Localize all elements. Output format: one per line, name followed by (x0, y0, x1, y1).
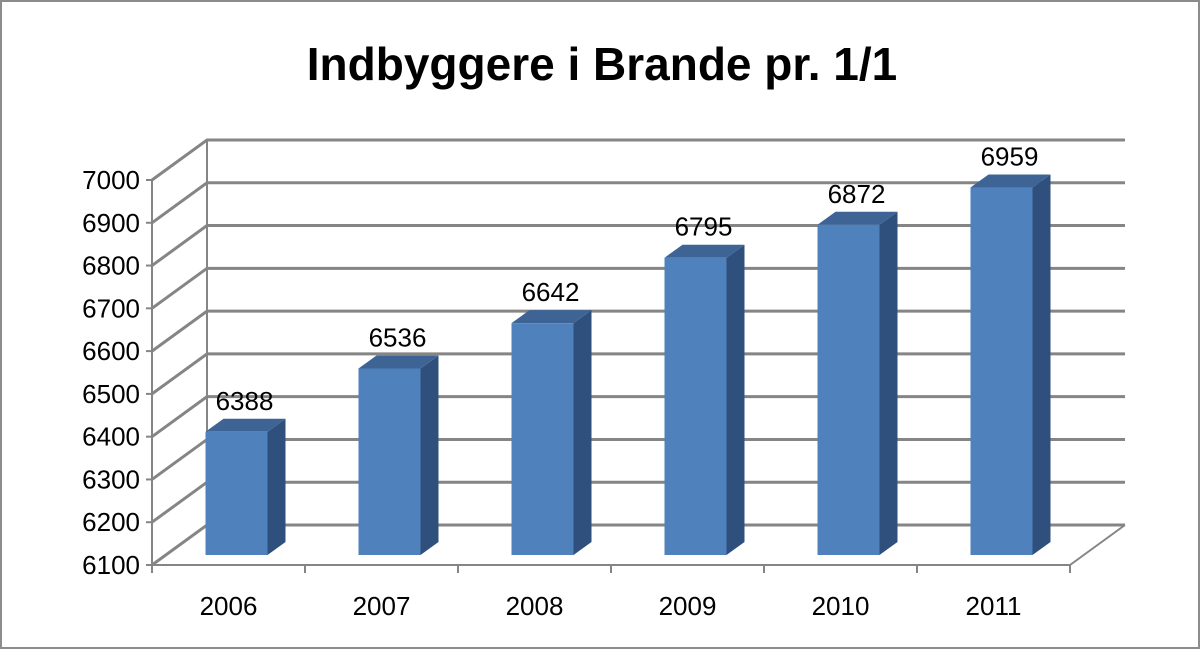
y-tick-label: 6800 (82, 251, 140, 281)
chart-title: Indbyggere i Brande pr. 1/1 (307, 38, 898, 90)
bar-front-face (817, 224, 880, 555)
y-tick-label: 6200 (82, 507, 140, 537)
x-tick-label: 2010 (812, 591, 870, 621)
bar-front-face (358, 368, 421, 555)
y-tick-label: 6900 (82, 208, 140, 238)
y-tick-label: 7000 (82, 165, 140, 195)
bar-front-face (970, 187, 1033, 556)
bar-front-face (205, 431, 268, 555)
floor-right-edge (1069, 524, 1126, 566)
data-label: 6536 (369, 322, 427, 352)
bar (511, 310, 592, 555)
y-tick-label: 6300 (82, 464, 140, 494)
x-tick-label: 2006 (200, 591, 258, 621)
bar (817, 211, 898, 555)
bar-top-face (970, 174, 1051, 188)
x-tick-label: 2008 (506, 591, 564, 621)
labels: 6100 6200 6300 6400 6500 6600 6700 6800 6900 7000… (82, 142, 1038, 621)
x-tick-label: 2009 (659, 591, 717, 621)
bar (358, 355, 439, 555)
bar-side-face (267, 418, 286, 555)
bar (664, 244, 745, 555)
y-tick-label: 6100 (82, 550, 140, 580)
data-label: 6388 (216, 386, 274, 416)
bar-top-face (511, 310, 592, 324)
bar-side-face (420, 355, 439, 555)
bar-front-face (664, 257, 727, 555)
y-tick-label: 6400 (82, 422, 140, 452)
data-label: 6795 (675, 212, 733, 242)
data-label: 6872 (828, 179, 886, 209)
bar-side-face (879, 211, 898, 555)
bar (205, 418, 286, 555)
bar-top-face (664, 244, 745, 258)
x-tick-label: 2011 (966, 591, 1022, 621)
bar-top-face (205, 418, 286, 432)
bar-top-face (358, 355, 439, 369)
y-tick-label: 6500 (82, 379, 140, 409)
data-label: 6959 (981, 142, 1039, 172)
bar-side-face (573, 310, 592, 555)
gridline (151, 138, 1125, 182)
bar-front-face (511, 323, 574, 555)
y-tick-label: 6600 (82, 336, 140, 366)
bar-side-face (1032, 174, 1051, 556)
bar (970, 174, 1051, 556)
data-label: 6642 (522, 277, 580, 307)
bar-top-face (817, 211, 898, 225)
bar-side-face (726, 244, 745, 555)
y-tick-label: 6700 (82, 293, 140, 323)
bars (205, 174, 1051, 556)
x-tick-label: 2007 (353, 591, 411, 621)
